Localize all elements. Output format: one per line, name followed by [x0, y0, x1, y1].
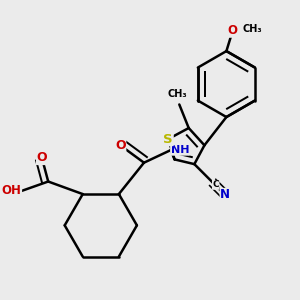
- Text: O: O: [37, 152, 47, 164]
- Text: S: S: [164, 133, 173, 146]
- Text: CH₃: CH₃: [242, 24, 262, 34]
- Text: O: O: [115, 139, 126, 152]
- Text: CH₃: CH₃: [168, 89, 188, 99]
- Text: OH: OH: [2, 184, 22, 197]
- Text: C: C: [212, 180, 219, 189]
- Text: O: O: [228, 24, 238, 37]
- Text: NH: NH: [171, 145, 189, 155]
- Text: N: N: [220, 188, 230, 201]
